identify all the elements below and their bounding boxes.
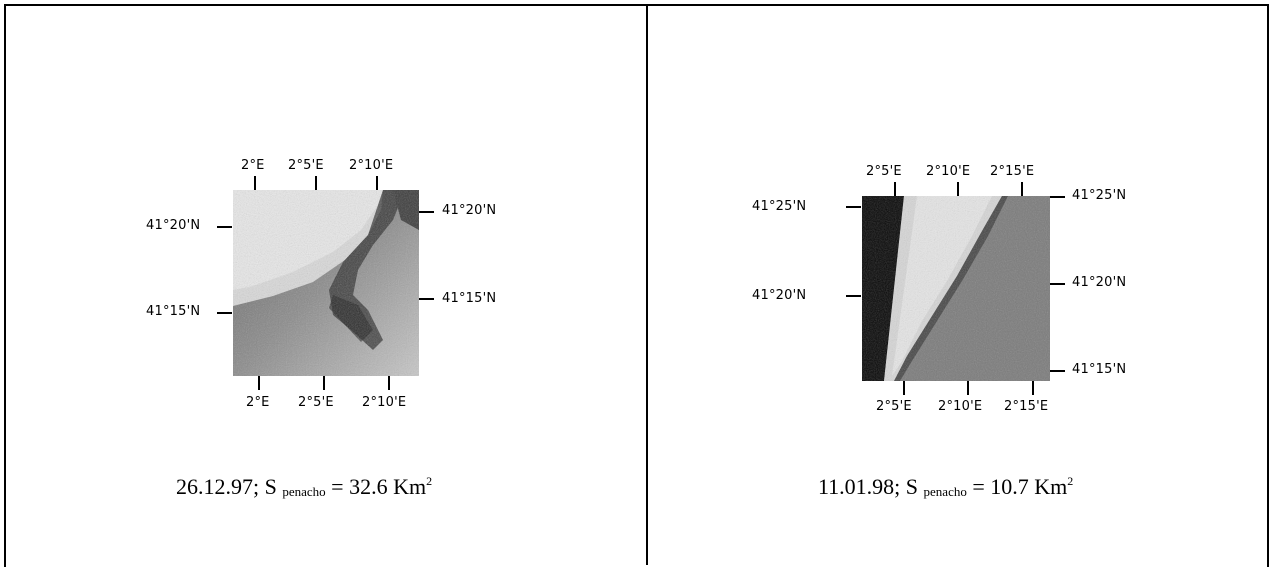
tick-mark [846, 206, 861, 208]
left-tick-label: 41°15'N [146, 304, 201, 319]
top-tick-label: 2°15'E [990, 164, 1035, 179]
caption-superscript: 2 [1067, 474, 1074, 488]
left-tick-label: 41°25'N [752, 199, 807, 214]
caption-date: 11.01.98; S [818, 474, 919, 499]
tick-mark [254, 176, 256, 190]
bottom-tick-label: 2°10'E [938, 399, 983, 414]
bottom-tick-label: 2°5'E [876, 399, 912, 414]
tick-mark [1050, 283, 1065, 285]
caption-value: = 32.6 Km [331, 474, 427, 499]
tick-mark [217, 226, 232, 228]
caption-date: 26.12.97; S [176, 474, 277, 499]
caption-subscript: penacho [282, 484, 326, 499]
tick-mark [894, 182, 896, 196]
left-tick-label: 41°20'N [146, 218, 201, 233]
top-tick-label: 2°10'E [349, 158, 394, 173]
caption-superscript: 2 [426, 474, 433, 488]
tick-mark [1021, 182, 1023, 196]
top-tick-label: 2°5'E [288, 158, 324, 173]
top-tick-label: 2°E [241, 158, 265, 173]
caption-subscript: penacho [923, 484, 967, 499]
column-divider [646, 4, 648, 565]
bottom-tick-label: 2°10'E [362, 395, 407, 410]
top-tick-label: 2°5'E [866, 164, 902, 179]
tick-mark [967, 381, 969, 395]
bottom-tick-label: 2°E [246, 395, 270, 410]
figure-caption-left: 26.12.97; S penacho = 32.6 Km2 [176, 474, 432, 500]
tick-mark [217, 312, 232, 314]
tick-mark [903, 381, 905, 395]
tick-mark [323, 376, 325, 390]
bottom-tick-label: 2°15'E [1004, 399, 1049, 414]
satellite-image-right [862, 196, 1050, 381]
tick-mark [1050, 196, 1065, 198]
tick-mark [258, 376, 260, 390]
tick-mark [419, 211, 434, 213]
tick-mark [419, 298, 434, 300]
tick-mark [315, 176, 317, 190]
top-tick-label: 2°10'E [926, 164, 971, 179]
tick-mark [376, 176, 378, 190]
right-tick-label: 41°20'N [442, 203, 497, 218]
caption-value: = 10.7 Km [972, 474, 1068, 499]
right-tick-label: 41°25'N [1072, 188, 1127, 203]
tick-mark [957, 182, 959, 196]
tick-mark [388, 376, 390, 390]
satellite-image-left [233, 190, 419, 376]
right-tick-label: 41°15'N [442, 291, 497, 306]
tick-mark [1032, 381, 1034, 395]
tick-mark [1050, 370, 1065, 372]
right-tick-label: 41°20'N [1072, 275, 1127, 290]
table-frame [4, 4, 1269, 567]
bottom-tick-label: 2°5'E [298, 395, 334, 410]
figure-caption-right: 11.01.98; S penacho = 10.7 Km2 [818, 474, 1073, 500]
left-tick-label: 41°20'N [752, 288, 807, 303]
tick-mark [846, 295, 861, 297]
right-tick-label: 41°15'N [1072, 362, 1127, 377]
